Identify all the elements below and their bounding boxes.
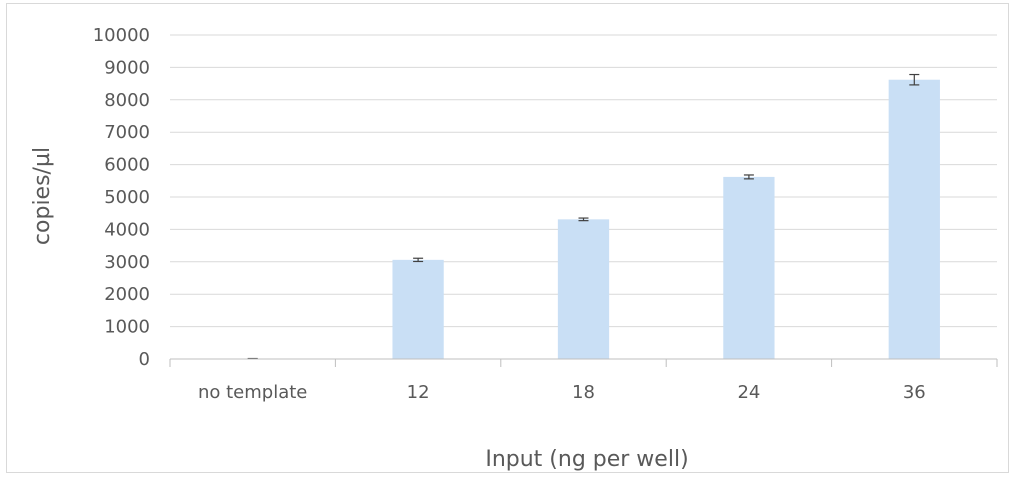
y-tick-label: 6000 — [104, 155, 150, 176]
bars — [227, 79, 940, 359]
x-tick-label: 36 — [903, 382, 926, 403]
x-tick-labels: no template 12 18 24 36 — [198, 382, 926, 403]
y-tick-label: 0 — [139, 349, 150, 370]
x-tick-label: 24 — [737, 382, 760, 403]
x-tick-label: no template — [198, 382, 307, 403]
y-tick-label: 5000 — [104, 187, 150, 208]
y-tick-label: 3000 — [104, 252, 150, 273]
y-tick-label: 9000 — [104, 57, 150, 78]
y-tick-label: 8000 — [104, 90, 150, 111]
x-tick-label: 12 — [407, 382, 430, 403]
x-tick-label: 18 — [572, 382, 595, 403]
x-axis-title: Input (ng per well) — [485, 447, 688, 472]
y-tick-label: 1000 — [104, 317, 150, 338]
bar — [392, 259, 444, 359]
y-tick-label: 2000 — [104, 284, 150, 305]
gridlines — [170, 34, 997, 328]
axes — [169, 358, 998, 367]
bar — [557, 219, 610, 359]
y-axis-title: copies/µl — [30, 147, 55, 245]
y-tick-label: 4000 — [104, 219, 150, 240]
bar — [723, 176, 775, 359]
y-tick-labels: 0 1000 2000 3000 4000 5000 6000 7000 8000 9000 100… — [93, 25, 150, 370]
bar — [888, 79, 940, 359]
y-tick-label: 10000 — [93, 25, 150, 46]
y-tick-label: 7000 — [104, 122, 150, 143]
chart-frame — [6, 3, 1009, 473]
